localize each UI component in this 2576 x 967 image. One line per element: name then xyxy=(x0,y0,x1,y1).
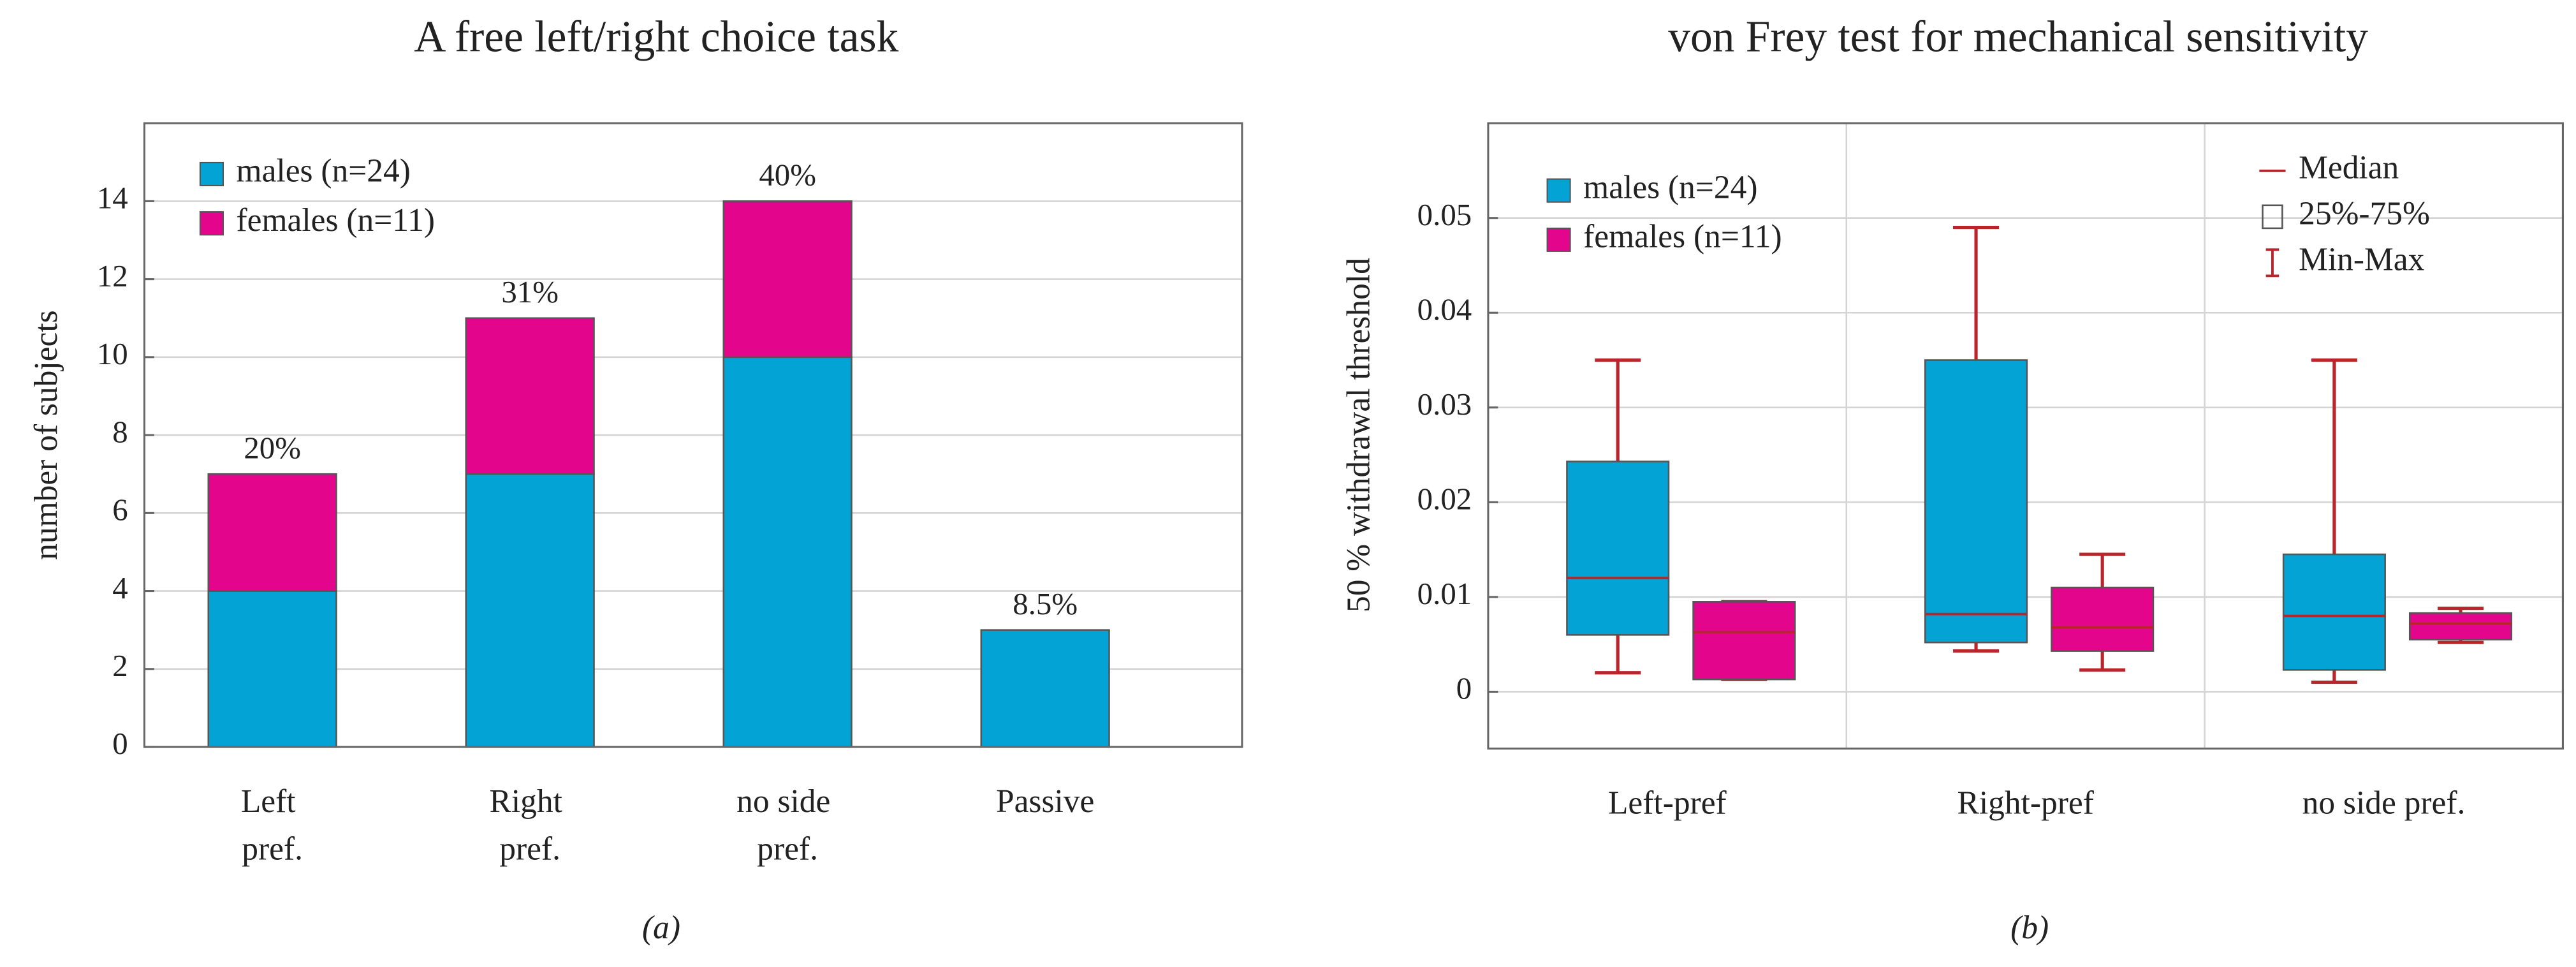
y-tick-label: 0 xyxy=(112,726,128,761)
bar-label: 8.5% xyxy=(1013,586,1078,621)
bar-segment xyxy=(207,590,337,748)
y-tick-label: 0.04 xyxy=(1417,292,1472,327)
legend-label: females (n=11) xyxy=(237,202,435,239)
y-tick-label: 14 xyxy=(97,181,128,216)
caption: (a) xyxy=(642,910,680,946)
box xyxy=(2282,553,2386,671)
chart-title: von Frey test for mechanical sensitivity xyxy=(1668,12,2368,61)
y-tick-label: 0.03 xyxy=(1417,387,1472,422)
legend-box xyxy=(2262,204,2283,230)
x-tick-label: Left pref. xyxy=(241,783,304,867)
legend-swatch xyxy=(199,161,224,186)
y-tick-label: 0.02 xyxy=(1417,482,1472,517)
legend-swatch xyxy=(199,211,224,236)
bar-segment xyxy=(980,629,1110,748)
bar-segment xyxy=(722,200,853,358)
y-tick-label: 0.01 xyxy=(1417,576,1472,611)
caption: (b) xyxy=(2010,910,2049,946)
y-tick-label: 0 xyxy=(1456,671,1472,706)
bar-segment xyxy=(722,356,853,748)
x-tick-label: no side pref. xyxy=(2302,785,2466,821)
legend-label: males (n=24) xyxy=(237,153,411,189)
chart-title: A free left/right choice task xyxy=(414,12,898,61)
plot-frame xyxy=(143,122,1243,748)
legend-swatch xyxy=(1546,178,1571,203)
x-tick-label: Right-pref xyxy=(1958,785,2095,821)
x-tick-label: Passive xyxy=(996,783,1094,820)
y-tick-label: 12 xyxy=(97,258,128,293)
y-axis-label: 50 % withdrawal threshold xyxy=(1341,258,1377,612)
y-tick-label: 8 xyxy=(112,414,128,449)
bar-label: 20% xyxy=(244,430,301,465)
bar-label: 31% xyxy=(501,274,559,309)
box xyxy=(2051,586,2155,652)
y-axis-label: number of subjects xyxy=(28,310,64,560)
y-tick-label: 6 xyxy=(112,492,128,528)
stat-legend-label: Min-Max xyxy=(2299,242,2424,278)
legend-label: females (n=11) xyxy=(1583,219,1782,255)
y-tick-label: 2 xyxy=(112,648,128,683)
bar-label: 40% xyxy=(759,158,816,193)
x-tick-label: no side pref. xyxy=(736,783,838,867)
y-tick-label: 4 xyxy=(112,570,128,605)
stat-legend-label: 25%-75% xyxy=(2299,196,2430,232)
box xyxy=(2408,612,2513,641)
box xyxy=(1924,359,2028,644)
x-tick-label: Left-pref xyxy=(1608,785,1727,821)
legend-swatch xyxy=(1546,227,1571,252)
plot-frame xyxy=(1487,122,2564,750)
box xyxy=(1566,461,1670,636)
legend-label: males (n=24) xyxy=(1583,169,1757,205)
legend-whisker xyxy=(2265,248,2280,277)
x-tick-label: Right pref. xyxy=(490,783,571,867)
y-tick-label: 0.05 xyxy=(1417,197,1472,232)
bar-segment xyxy=(465,317,595,475)
y-tick-label: 10 xyxy=(97,336,128,371)
bar-segment xyxy=(207,473,337,592)
box xyxy=(1692,601,1796,681)
bar-segment xyxy=(465,473,595,748)
stat-legend-label: Median xyxy=(2299,150,2399,186)
